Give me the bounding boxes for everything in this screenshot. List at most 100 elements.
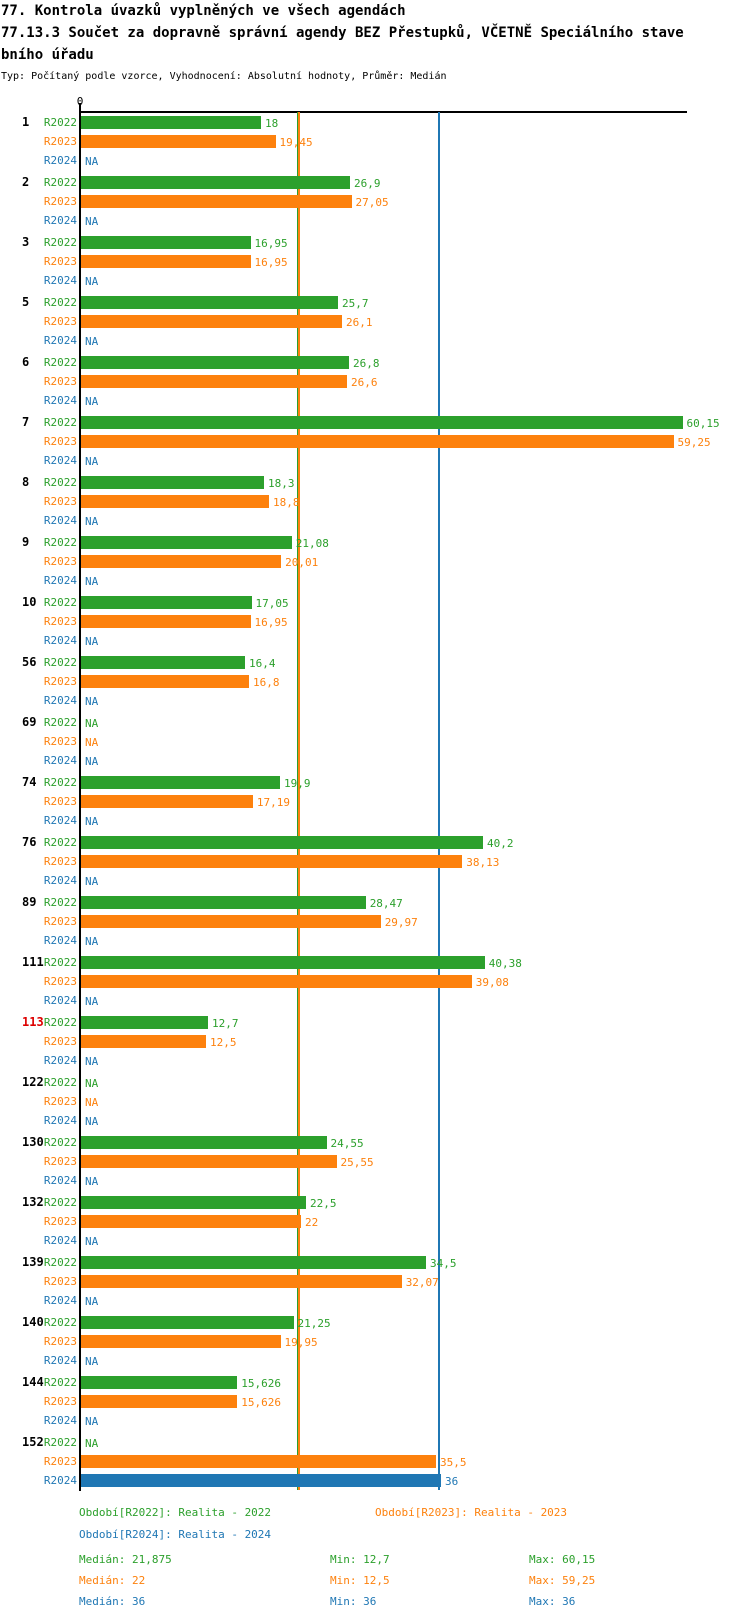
bar-chart-rows: 1 R2022 18 R2023 19,45 R2024 NA 2 R2022 (0, 113, 750, 1493)
series-row-r2022: R2022 25,7 (0, 293, 750, 312)
series-label: R2024 (43, 514, 77, 527)
series-row-r2024: R2024 NA (0, 991, 750, 1010)
series-label: R2022 (43, 536, 77, 549)
value-bar (81, 315, 342, 328)
series-row-r2022: R2022 34,5 (0, 1253, 750, 1272)
stat-median-r2023: Medián: 22 (79, 1574, 146, 1587)
value-label: 26,8 (353, 357, 380, 370)
group-row: 2 R2022 26,9 R2023 27,05 R2024 NA (0, 173, 750, 230)
series-row-r2023: R2023 29,97 (0, 912, 750, 931)
value-label: 34,5 (430, 1257, 457, 1270)
value-label: 60,15 (686, 417, 720, 430)
chart-meta-line: Typ: Počítaný podle vzorce, Vyhodnocení:… (1, 71, 447, 82)
group-row: 152 R2022 NA R2023 35,5 R2024 36 (0, 1433, 750, 1490)
x-axis-line (80, 111, 687, 113)
group-row: 5 R2022 25,7 R2023 26,1 R2024 NA (0, 293, 750, 350)
value-label: NA (85, 155, 99, 168)
series-label: R2023 (43, 435, 77, 448)
value-label: 12,7 (212, 1017, 239, 1030)
series-row-r2022: R2022 NA (0, 1073, 750, 1092)
series-row-r2022: R2022 21,25 (0, 1313, 750, 1332)
series-label: R2023 (43, 855, 77, 868)
series-row-r2022: R2022 16,4 (0, 653, 750, 672)
group-label: 6 (22, 355, 30, 369)
value-label: 12,5 (210, 1036, 237, 1049)
series-row-r2022: R2022 26,8 (0, 353, 750, 372)
series-row-r2024: R2024 NA (0, 391, 750, 410)
series-label: R2023 (43, 255, 77, 268)
value-label: NA (85, 695, 99, 708)
series-label: R2024 (43, 1414, 77, 1427)
group-row: 144 R2022 15,626 R2023 15,626 R2024 NA (0, 1373, 750, 1430)
series-label: R2022 (43, 1076, 77, 1089)
group-label: 8 (22, 475, 30, 489)
value-label: 36 (445, 1475, 459, 1488)
series-row-r2023: R2023 19,45 (0, 132, 750, 151)
value-label: 19,9 (284, 777, 311, 790)
value-label: NA (85, 1295, 99, 1308)
value-label: NA (85, 1055, 99, 1068)
series-row-r2024: R2024 NA (0, 871, 750, 890)
value-label: 19,95 (284, 1336, 318, 1349)
series-row-r2024: R2024 NA (0, 691, 750, 710)
value-label: 18,8 (273, 496, 300, 509)
group-row: 69 R2022 NA R2023 NA R2024 NA (0, 713, 750, 770)
group-label: 76 (22, 835, 37, 849)
value-label: NA (85, 1437, 99, 1450)
value-label: 22,5 (310, 1197, 337, 1210)
group-row: 10 R2022 17,05 R2023 16,95 R2024 NA (0, 593, 750, 650)
value-label: 39,08 (475, 976, 509, 989)
value-label: NA (85, 1235, 99, 1248)
series-row-r2023: R2023 20,01 (0, 552, 750, 571)
value-bar (81, 675, 249, 688)
value-label: 17,05 (255, 597, 289, 610)
series-row-r2024: R2024 NA (0, 1051, 750, 1070)
group-label: 69 (22, 715, 37, 729)
group-label: 111 (22, 955, 44, 969)
series-label: R2024 (43, 274, 77, 287)
series-label: R2024 (43, 1354, 77, 1367)
series-label: R2024 (43, 1234, 77, 1247)
value-label: 38,13 (466, 856, 500, 869)
series-row-r2023: R2023 35,5 (0, 1452, 750, 1471)
value-bar (81, 195, 352, 208)
series-row-r2024: R2024 NA (0, 511, 750, 530)
series-row-r2024: R2024 NA (0, 1111, 750, 1130)
group-row: 7 R2022 60,15 R2023 59,25 R2024 NA (0, 413, 750, 470)
group-row: 8 R2022 18,3 R2023 18,8 R2024 NA (0, 473, 750, 530)
series-row-r2022: R2022 40,38 (0, 953, 750, 972)
series-label: R2023 (43, 1215, 77, 1228)
series-label: R2024 (43, 1054, 77, 1067)
group-label: 113 (22, 1015, 44, 1029)
series-label: R2022 (43, 356, 77, 369)
series-row-r2024: R2024 NA (0, 331, 750, 350)
series-label: R2024 (43, 334, 77, 347)
series-row-r2022: R2022 28,47 (0, 893, 750, 912)
group-label: 10 (22, 595, 37, 609)
median-line-r2023 (298, 112, 300, 1490)
series-row-r2024: R2024 NA (0, 1171, 750, 1190)
value-bar (81, 1196, 306, 1209)
value-bar (81, 1035, 206, 1048)
series-row-r2024: R2024 NA (0, 811, 750, 830)
series-row-r2022: R2022 12,7 (0, 1013, 750, 1032)
series-row-r2022: R2022 19,9 (0, 773, 750, 792)
value-label: NA (85, 635, 99, 648)
series-row-r2024: R2024 NA (0, 211, 750, 230)
value-label: 25,7 (342, 297, 369, 310)
value-label: NA (85, 1175, 99, 1188)
value-bar (81, 236, 251, 249)
group-row: 9 R2022 21,08 R2023 20,01 R2024 NA (0, 533, 750, 590)
series-label: R2023 (43, 1095, 77, 1108)
value-bar (81, 435, 674, 448)
series-row-r2023: R2023 18,8 (0, 492, 750, 511)
series-label: R2024 (43, 634, 77, 647)
value-label: 26,9 (354, 177, 381, 190)
group-label: 140 (22, 1315, 44, 1329)
series-label: R2024 (43, 574, 77, 587)
value-label: 21,25 (297, 1317, 331, 1330)
series-row-r2023: R2023 39,08 (0, 972, 750, 991)
series-label: R2023 (43, 1455, 77, 1468)
group-row: 139 R2022 34,5 R2023 32,07 R2024 NA (0, 1253, 750, 1310)
